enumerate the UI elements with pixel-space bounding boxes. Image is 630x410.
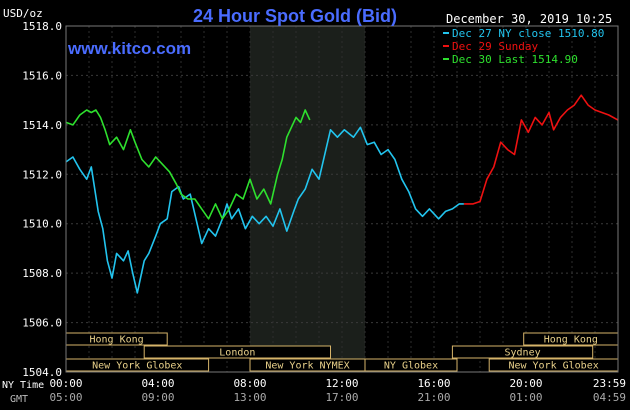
x-tick-label-gmt: 04:59 <box>593 391 626 404</box>
x-tick-label-ny: 08:00 <box>233 377 266 390</box>
y-tick-label: 1510.0 <box>22 218 62 231</box>
plot-frame <box>65 25 619 373</box>
session-label: Hong Kong <box>90 335 144 346</box>
x-tick-label-gmt: 17:00 <box>325 391 358 404</box>
y-tick-label: 1514.0 <box>22 119 62 132</box>
x-axis-label-ny: NY Time <box>2 380 44 391</box>
y-tick-label: 1516.0 <box>22 69 62 82</box>
x-tick-label-gmt: 05:00 <box>49 391 82 404</box>
y-tick-label: 1512.0 <box>22 168 62 181</box>
price-series <box>65 94 619 294</box>
y-tick-label: 1504.0 <box>22 366 62 379</box>
datetime-stamp: December 30, 2019 10:25 <box>446 12 612 26</box>
legend-entry: Dec 29 Sunday <box>452 40 538 53</box>
session-box <box>364 358 458 372</box>
market-sessions: Hong Kong Hong Kong London Sydney New York G… <box>65 332 619 372</box>
session-label: New York NYMEX <box>265 361 349 372</box>
chart-title: 24 Hour Spot Gold (Bid) <box>193 6 397 26</box>
legend-entry: Dec 27 NY close 1510.80 <box>452 27 604 40</box>
x-tick-label-ny: 12:00 <box>325 377 358 390</box>
x-axis-label-gmt: GMT <box>10 394 28 405</box>
session-label: London <box>219 348 255 359</box>
unit-label: USD/oz <box>3 7 43 20</box>
shaded-region <box>250 26 365 372</box>
y-tick-label: 1518.0 <box>22 20 62 33</box>
x-tick-label-ny: 00:00 <box>49 377 82 390</box>
session-box <box>143 345 331 359</box>
x-tick-label-ny: 16:00 <box>417 377 450 390</box>
x-tick-label-gmt: 21:00 <box>417 391 450 404</box>
plot-area <box>66 26 618 372</box>
series-line-1 <box>463 94 619 205</box>
y-tick-label: 1508.0 <box>22 267 62 280</box>
session-label: New York Globex <box>508 361 598 372</box>
session-box <box>451 345 594 359</box>
session-label: Hong Kong <box>544 335 598 346</box>
x-tick-label-ny: 20:00 <box>509 377 542 390</box>
session-label: NY Globex <box>384 361 438 372</box>
x-tick-label-ny: 04:00 <box>141 377 174 390</box>
session-label: Sydney <box>504 348 540 359</box>
x-tick-label-gmt: 09:00 <box>141 391 174 404</box>
axes: 1518.0 1516.0 1514.0 1512.0 1510.0 1508.0 1506… <box>22 20 626 404</box>
series-line-2 <box>65 109 311 220</box>
legend-entry: Dec 30 Last 1514.90 <box>452 53 578 66</box>
series-line-0 <box>65 126 464 294</box>
x-tick-label-gmt: 01:00 <box>509 391 542 404</box>
y-tick-label: 1506.0 <box>22 317 62 330</box>
watermark: www.kitco.com <box>67 39 191 58</box>
session-label: New York Globex <box>92 361 182 372</box>
x-tick-label-gmt: 13:00 <box>233 391 266 404</box>
x-tick-label-ny: 23:59 <box>593 377 626 390</box>
